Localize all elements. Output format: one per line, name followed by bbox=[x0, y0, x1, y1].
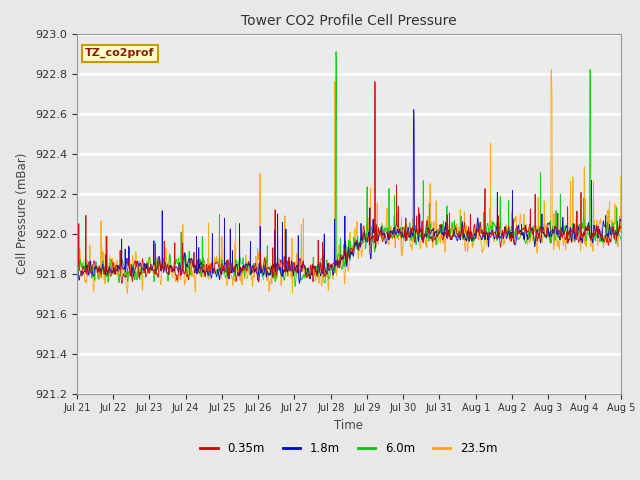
Legend: 0.35m, 1.8m, 6.0m, 23.5m: 0.35m, 1.8m, 6.0m, 23.5m bbox=[196, 437, 502, 460]
X-axis label: Time: Time bbox=[334, 419, 364, 432]
Text: TZ_co2prof: TZ_co2prof bbox=[85, 48, 154, 58]
Title: Tower CO2 Profile Cell Pressure: Tower CO2 Profile Cell Pressure bbox=[241, 14, 456, 28]
Y-axis label: Cell Pressure (mBar): Cell Pressure (mBar) bbox=[17, 153, 29, 274]
